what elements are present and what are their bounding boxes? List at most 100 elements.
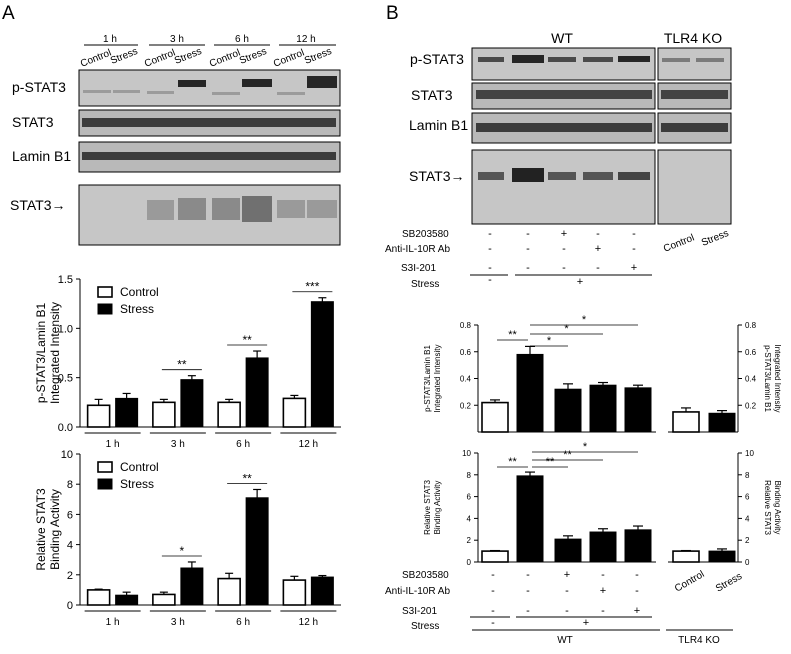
cond-stress-6: Stress: [238, 46, 268, 67]
bar-4: [589, 384, 617, 433]
m-sb-5: -: [632, 228, 636, 240]
bar-4: [589, 531, 617, 563]
y-tick-label: 0.5: [58, 373, 73, 385]
chart-a2: 0 2 4 6 8 10 Relative STAT3 Binding Activity 1 h…: [34, 449, 341, 628]
x-tick-label: 3 h: [171, 439, 185, 450]
panel-b-ko-lane-labels-top: Control Stress: [662, 228, 730, 255]
bar-stress: [180, 567, 204, 606]
time-header-12h: 12 h: [296, 34, 315, 45]
treat-label-sb-bot: SB203580: [402, 570, 449, 581]
panel-a-pstat3-blot: [78, 69, 341, 107]
x-tick-label: 1 h: [106, 439, 120, 450]
group-header-tlr4ko: TLR4 KO: [664, 30, 722, 46]
bottom-group-wt: WT: [557, 635, 573, 646]
bar-2: [516, 353, 544, 433]
significance-mark: *: [582, 314, 587, 326]
bar-7: [708, 550, 736, 563]
blot-label-emsa-b: STAT3→: [409, 168, 465, 184]
y-tick-label-left: 8: [467, 471, 472, 480]
bar-3: [554, 388, 582, 433]
m-s3-4: -: [596, 262, 600, 274]
bar-3: [554, 538, 582, 563]
b-s3-5: +: [634, 605, 640, 617]
panel-a-blot-labels: p-STAT3 STAT3 Lamin B1 STAT3→: [10, 79, 71, 213]
panel-a-laminb1-blot: [78, 141, 341, 173]
m-stress-minus-top: -: [488, 274, 492, 286]
m-il-5: -: [632, 243, 636, 255]
b-sb-4: -: [601, 569, 605, 581]
y-tick-label: 10: [61, 449, 73, 461]
y-tick-label-left: 0.6: [460, 348, 472, 357]
chart-b1: 0.2 0.2 0.4 0.4 0.6 0.6 0.8 0.8 p-STAT3/Lamin B1…: [423, 314, 782, 433]
panel-b-pstat3-blot-wt: [471, 47, 656, 81]
m-sb-3: +: [561, 228, 567, 240]
m-stress-plus-top: +: [577, 276, 583, 288]
m-s3-5: +: [631, 262, 637, 274]
b-stress-plus: +: [583, 617, 589, 629]
y-tick-label-left: 10: [462, 449, 471, 458]
y-tick-label-right: 0.4: [745, 375, 757, 384]
cond-control-1: Control: [79, 48, 113, 70]
legend-swatch-stress: [97, 478, 113, 490]
panel-a-letter: A: [2, 3, 15, 24]
panel-b-emsa-blot-ko: [657, 149, 732, 225]
m-il-1: -: [488, 243, 492, 255]
y-tick-label-right: 6: [745, 493, 750, 502]
significance-mark: **: [242, 471, 252, 485]
panel-b-pstat3-blot-ko: [657, 47, 732, 81]
panel-b-group-headers: WT TLR4 KO: [551, 30, 722, 46]
significance-mark: **: [242, 333, 252, 347]
legend-swatch-control: [97, 461, 113, 473]
significance-mark: **: [508, 456, 517, 468]
panel-a-condition-labels: Control Stress Control Stress Control St…: [79, 46, 333, 70]
bar-stress: [180, 379, 204, 428]
bar-5: [624, 529, 652, 563]
m-sb-2: -: [526, 228, 530, 240]
b-s3-3: -: [565, 605, 569, 617]
panel-b-blot-labels: p-STAT3 STAT3 Lamin B1 STAT3→: [409, 51, 468, 184]
ko-lane-stress-bot: Stress: [714, 571, 744, 595]
panel-b-emsa-blot-wt: [471, 149, 656, 225]
y-axis-label-line-1: Relative STAT3: [34, 488, 48, 571]
cond-control-12: Control: [272, 48, 306, 70]
y-tick-label-left: 4: [467, 514, 472, 523]
panel-b-ko-lane-labels-bottom: Control Stress: [673, 569, 744, 595]
y-tick-label: 0.0: [58, 422, 73, 434]
blot-label-pstat3-b: p-STAT3: [410, 51, 464, 67]
blot-label-stat3-a: STAT3: [12, 114, 54, 130]
y-tick-label-right: 2: [745, 536, 750, 545]
panel-b-treatment-table-bottom: SB203580 Anti-IL-10R Ab S3I-201 Stress -…: [385, 569, 733, 646]
y-axis-label-line-2: Binding Activity: [48, 489, 62, 570]
time-header-6h: 6 h: [235, 34, 249, 45]
x-tick-label: 12 h: [299, 617, 318, 628]
bar-6: [672, 411, 700, 433]
y-axis-label-line-2: Integrated Intensity: [48, 302, 62, 404]
y-tick-label-right: 4: [745, 514, 750, 523]
significance-mark: *: [547, 335, 552, 347]
y-tick-label-right: 8: [745, 471, 750, 480]
bar-control: [86, 589, 111, 606]
m-s3-1: -: [488, 262, 492, 274]
y-tick-label: 8: [67, 479, 73, 491]
b-il-3: -: [565, 585, 569, 597]
bar-stress: [310, 301, 334, 428]
x-tick-label: 12 h: [299, 439, 318, 450]
bar-control: [152, 401, 176, 428]
bar-stress: [310, 576, 334, 606]
blot-label-emsa-a: STAT3→: [10, 197, 66, 213]
y-tick-label: 1.0: [58, 323, 73, 335]
y-tick-label-right: 0.6: [745, 348, 757, 357]
y-axis-label-right-line-1: p-STAT3/Lamin B1: [763, 345, 772, 412]
b-sb-5: -: [635, 569, 639, 581]
panel-b-stat3-blot-wt: [471, 82, 656, 110]
bar-7: [708, 412, 736, 433]
y-tick-label: 0: [67, 600, 73, 612]
significance-mark: ***: [305, 280, 319, 294]
m-il-3: -: [562, 243, 566, 255]
m-il-4: +: [595, 243, 601, 255]
blot-label-stat3-b: STAT3: [411, 87, 453, 103]
y-axis-label-left-line-1: Relative STAT3: [423, 480, 432, 535]
b-il-4: +: [600, 585, 606, 597]
cond-stress-3: Stress: [173, 46, 203, 67]
